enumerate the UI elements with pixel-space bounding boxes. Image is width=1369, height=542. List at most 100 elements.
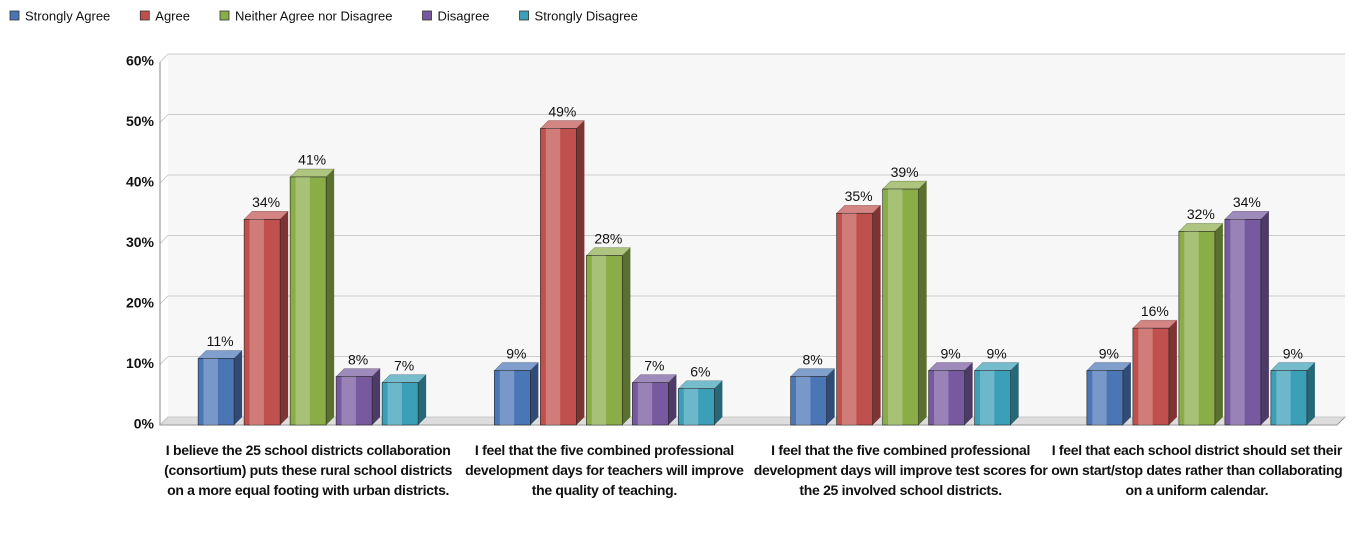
bar-top: [790, 368, 835, 377]
bar: [289, 176, 327, 426]
bar-top-shade: [927, 362, 974, 371]
y-tick-label: 20%: [126, 295, 155, 311]
bar-side-shade: [1010, 362, 1019, 425]
legend-swatch: [139, 10, 150, 21]
bar-side-shade: [326, 168, 335, 425]
bar: [335, 376, 373, 426]
bar-top-shade: [585, 247, 632, 256]
legend-swatch: [519, 10, 529, 21]
y-tick-label: 0%: [134, 416, 155, 432]
bar-top: [836, 205, 881, 214]
bar-side: [1214, 223, 1223, 425]
bar-top: [586, 247, 631, 256]
bar-side-shade: [280, 211, 289, 425]
bar-highlight: [842, 213, 857, 425]
bar-top-shade: [631, 374, 678, 383]
bar-highlight: [1184, 231, 1199, 425]
bar-top-shade: [289, 168, 335, 178]
bar-side: [1122, 362, 1131, 425]
grid-line-side: [159, 356, 169, 365]
bar-side: [826, 368, 835, 425]
grid-line-side: [159, 174, 169, 184]
bar-highlight: [1230, 219, 1245, 425]
value-label: 35%: [845, 188, 873, 204]
bar-top: [244, 211, 289, 220]
bar-side: [234, 350, 243, 425]
bar-highlight: [637, 382, 653, 425]
bar: [586, 255, 623, 426]
value-label: 9%: [987, 345, 1007, 361]
bar-side-shade: [964, 362, 973, 425]
bar-top-shade: [789, 368, 836, 377]
bar-highlight: [980, 370, 995, 425]
bar: [836, 212, 873, 426]
bar: [928, 370, 965, 426]
grid-line-side: [159, 235, 169, 244]
y-tick-label: 30%: [126, 234, 155, 250]
bar: [1178, 231, 1216, 426]
legend-label: Neither Agree nor Disagree: [235, 8, 393, 23]
value-label: 32%: [1187, 206, 1215, 222]
bar-highlight: [796, 376, 811, 425]
bar-side-shade: [1214, 223, 1223, 425]
bar-highlight: [295, 176, 310, 425]
bar-side: [326, 168, 335, 425]
bar-top-shade: [493, 362, 540, 371]
bar-side: [668, 374, 677, 425]
bar-top-shade: [1086, 362, 1132, 371]
bar: [494, 370, 531, 426]
bar-top: [382, 374, 427, 383]
bar-top: [974, 362, 1019, 371]
bar-highlight: [1138, 328, 1153, 425]
legend-swatch: [422, 10, 432, 21]
bar-side-shade: [714, 380, 723, 425]
bar-side: [1260, 211, 1269, 425]
bar-top-shade: [243, 211, 289, 220]
bar-highlight: [888, 189, 903, 425]
bar-top: [1224, 211, 1269, 220]
bar-side: [622, 247, 631, 425]
bar-side-shade: [1122, 362, 1131, 425]
bar: [1132, 327, 1170, 426]
bar-highlight: [499, 370, 515, 425]
bar: [790, 376, 827, 426]
bar-side: [1010, 362, 1019, 425]
bar-highlight: [683, 388, 699, 425]
bar-side: [280, 211, 289, 425]
bar: [540, 128, 577, 426]
bar-side: [418, 374, 427, 425]
value-label: 16%: [1141, 303, 1169, 319]
bar: [1224, 219, 1262, 426]
legend-label: Agree: [155, 8, 190, 23]
grid-line-side: [159, 114, 169, 123]
bar-top-shade: [197, 350, 243, 359]
y-tick-label: 10%: [126, 355, 155, 371]
value-label: 41%: [298, 152, 326, 168]
bar-side: [530, 362, 539, 425]
x-tick-label: I feel that each school district should …: [1051, 442, 1343, 498]
bar-side: [1168, 320, 1177, 425]
value-label: 9%: [1099, 345, 1119, 361]
bar-top-shade: [335, 368, 381, 377]
bar-side-shade: [576, 120, 585, 426]
y-tick-label: 60%: [126, 53, 155, 69]
bar-top: [928, 362, 973, 371]
bar-side-shade: [872, 205, 881, 425]
bar-side-shade: [418, 374, 427, 425]
value-label: 9%: [941, 345, 961, 361]
bar-side: [714, 380, 723, 425]
bar-highlight: [249, 219, 264, 425]
bar-side-shade: [668, 374, 677, 425]
value-label: 49%: [548, 103, 576, 119]
bar-top: [198, 350, 243, 359]
legend-swatch: [219, 10, 230, 21]
value-label: 11%: [207, 333, 234, 349]
value-label: 9%: [506, 345, 526, 361]
bar-side-shade: [826, 368, 835, 425]
value-label: 8%: [348, 351, 368, 367]
legend-label: Strongly Disagree: [535, 8, 638, 23]
bar: [243, 219, 281, 426]
bar-side-shade: [918, 181, 927, 425]
bar-highlight: [203, 358, 218, 425]
